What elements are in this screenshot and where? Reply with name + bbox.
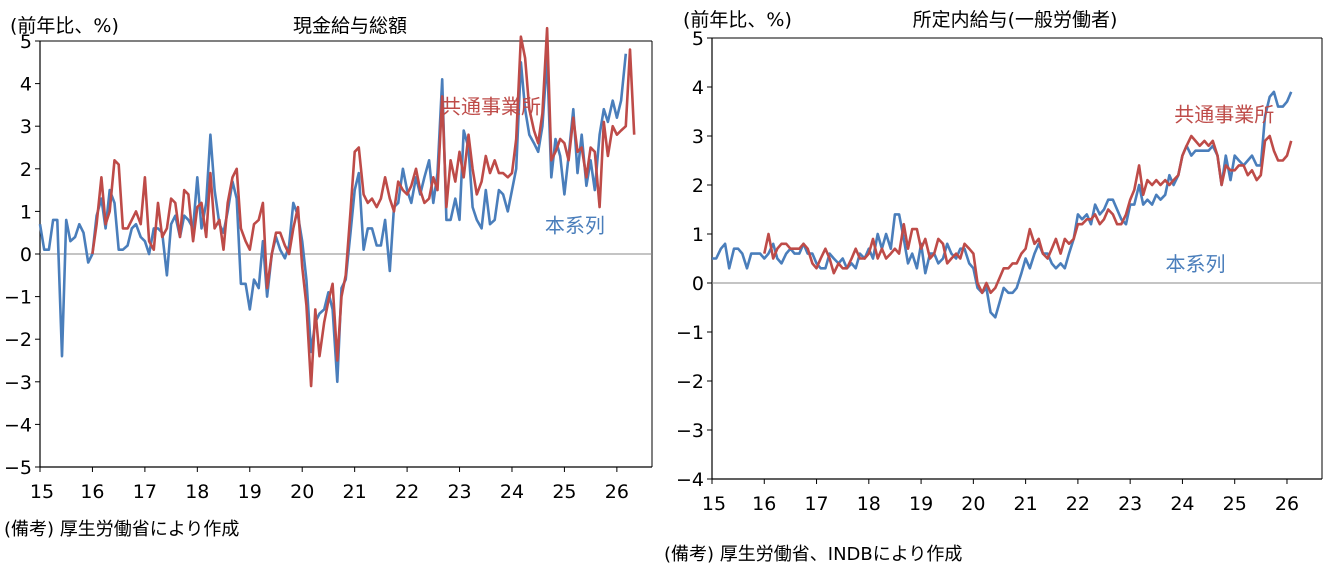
chart2-title: 所定内給与(一般労働者) xyxy=(913,9,1118,31)
source-note-left: (備考) 厚生労働省により作成 xyxy=(4,519,240,540)
source-note-right: (備考) 厚生労働省、INDBにより作成 xyxy=(664,544,963,565)
chart2-x-tick-label: 17 xyxy=(804,493,828,515)
chart2-x-tick-label: 19 xyxy=(909,493,933,515)
chart2-y-tick-label: 4 xyxy=(692,77,704,99)
chart2-y-tick-label: −3 xyxy=(676,420,704,442)
chart1-x-tick-label: 25 xyxy=(552,481,576,503)
chart1-title: 現金給与総額 xyxy=(293,15,407,37)
chart1-x-tick-label: 22 xyxy=(395,481,419,503)
chart1-y-tick-label: 2 xyxy=(20,159,32,181)
chart1-x-tick-label: 18 xyxy=(185,481,209,503)
chart2-series-label-2: 共通事業所 xyxy=(1174,102,1274,126)
chart2-x-tick-label: 25 xyxy=(1223,493,1247,515)
chart1-x-tick-label: 17 xyxy=(133,481,157,503)
chart2-series-label-1: 本系列 xyxy=(1166,252,1226,276)
chart1-y-tick-label: 3 xyxy=(20,116,32,138)
chart1-y-tick-label: 1 xyxy=(20,201,32,223)
chart2-y-tick-label: 5 xyxy=(692,28,704,50)
chart1-y-tick-label: −5 xyxy=(4,457,32,479)
chart2-x-tick-label: 23 xyxy=(1118,493,1142,515)
chart2-y-tick-label: 1 xyxy=(692,224,704,246)
chart2-y-tick-label: 3 xyxy=(692,126,704,148)
chart1-ylabel: (前年比、%) xyxy=(10,15,119,37)
chart2-y-tick-label: −1 xyxy=(676,322,704,344)
chart2-y-tick-label: −2 xyxy=(676,371,704,393)
chart2-x-tick-label: 24 xyxy=(1170,493,1194,515)
chart1-y-tick-label: 0 xyxy=(20,244,32,266)
chart1-x-tick-label: 19 xyxy=(238,481,262,503)
chart1-series-line-1 xyxy=(38,53,628,384)
chart2-x-tick-label: 22 xyxy=(1066,493,1090,515)
chart1-x-tick-label: 16 xyxy=(80,481,104,503)
chart2-x-tick-label: 16 xyxy=(752,493,776,515)
chart1-y-tick-label: −3 xyxy=(4,372,32,394)
chart2-x-tick-label: 21 xyxy=(1014,493,1038,515)
chart2-x-tick-label: 18 xyxy=(857,493,881,515)
chart2-x-tick-label: 15 xyxy=(702,493,726,515)
chart1-x-tick-label: 24 xyxy=(500,481,524,503)
chart1-y-tick-label: 4 xyxy=(20,74,32,96)
chart1-series-label-1: 本系列 xyxy=(545,214,605,238)
chart2-y-tick-label: 2 xyxy=(692,175,704,197)
chart2-y-tick-label: −4 xyxy=(676,469,704,491)
chart1-y-tick-label: −2 xyxy=(4,329,32,351)
chart1-x-tick-label: 15 xyxy=(30,481,54,503)
chart1-y-tick-label: −4 xyxy=(4,414,32,436)
chart1-series-line-2 xyxy=(91,26,636,388)
chart1-y-tick-label: −1 xyxy=(4,287,32,309)
chart1-x-tick-label: 20 xyxy=(290,481,314,503)
chart2-series-line-2 xyxy=(763,134,1293,295)
chart1-y-tick-label: 5 xyxy=(20,31,32,53)
chart2-ylabel: (前年比、%) xyxy=(683,9,792,31)
chart1-x-tick-label: 23 xyxy=(447,481,471,503)
chart2-y-tick-label: 0 xyxy=(692,273,704,295)
chart1-series-label-2: 共通事業所 xyxy=(441,94,541,118)
chart1-x-tick-label: 21 xyxy=(343,481,367,503)
chart1-x-tick-label: 26 xyxy=(605,481,629,503)
chart2-x-tick-label: 20 xyxy=(961,493,985,515)
chart2-x-tick-label: 26 xyxy=(1275,493,1299,515)
